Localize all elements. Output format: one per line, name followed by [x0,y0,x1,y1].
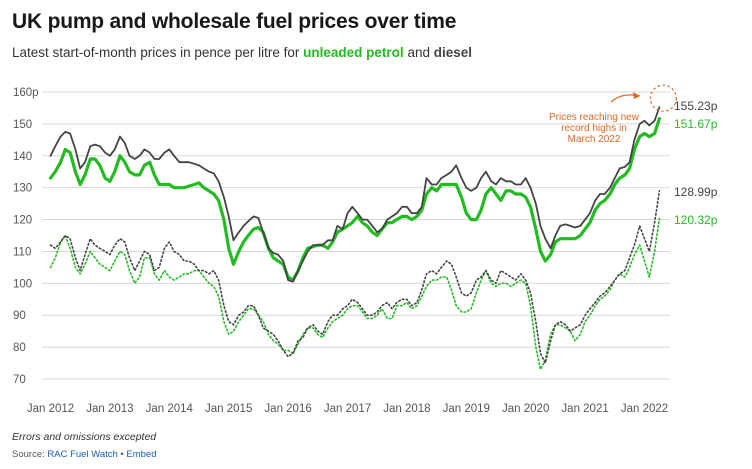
y-tick-label: 100 [13,278,32,290]
x-axis-labels: Jan 2012 Jan 2013 Jan 2014 Jan 2015 Jan 2016… [27,403,668,415]
embed-link[interactable]: Embed [126,449,157,460]
y-tick-label: 160p [13,87,39,99]
y-tick-label: 140 [13,151,32,163]
subtitle-petrol: unleaded petrol [303,45,404,60]
end-value-label: 151.67p [674,117,718,131]
footer-note: Errors and omissions excepted [12,431,157,443]
annotation-text: March 2022 [568,134,621,145]
source-prefix: Source: [12,449,45,460]
source-separator: • [120,449,124,460]
y-tick-label: 150 [13,119,32,131]
annotation-circle [649,84,677,112]
x-tick-label: Jan 2017 [324,403,371,415]
petrol-wholesale-price-line [49,217,661,371]
annotation-text: record highs in [561,123,627,134]
y-tick-label: 70 [13,374,26,386]
y-tick-label: 130 [13,183,32,195]
annotation-arrowhead [633,92,640,99]
end-value-label: 128.99p [674,185,718,199]
unleaded-petrol-pump-price-line [48,117,661,282]
end-value-label: 120.32p [674,213,718,227]
x-tick-label: Jan 2013 [86,403,133,415]
y-axis-labels: 70 80 90 100 110 120 130 140 150 160p [13,87,39,386]
x-tick-label: Jan 2016 [264,403,311,415]
series-layer [48,106,661,371]
chart-title: UK pump and wholesale fuel prices over t… [12,10,457,33]
subtitle-prefix: Latest start-of-month prices in pence pe… [12,45,300,60]
end-labels: 155.23p 151.67p 128.99p 120.32p [674,99,718,227]
source-link[interactable]: RAC Fuel Watch [47,449,118,460]
diesel-wholesale-price-line [49,190,661,364]
y-tick-label: 110 [13,246,31,258]
y-tick-label: 80 [13,342,26,354]
x-tick-label: Jan 2021 [561,403,608,415]
y-tick-label: 120 [13,215,32,227]
x-tick-label: Jan 2018 [383,403,430,415]
x-tick-label: Jan 2019 [443,403,490,415]
subtitle-and: and [407,45,430,60]
x-tick-label: Jan 2015 [205,403,252,415]
x-tick-label: Jan 2022 [621,403,668,415]
subtitle-diesel: diesel [433,45,473,60]
y-tick-label: 90 [13,310,26,322]
annotation-text: Prices reaching new [549,112,640,123]
x-tick-label: Jan 2020 [502,403,549,415]
diesel-pump-price-line [49,106,661,283]
x-tick-label: Jan 2012 [27,403,74,415]
footer-source: Source: RAC Fuel Watch • Embed [12,449,157,460]
chart-subtitle: Latest start-of-month prices in pence pe… [12,45,472,60]
x-tick-label: Jan 2014 [146,403,194,415]
end-value-label: 155.23p [674,99,718,113]
